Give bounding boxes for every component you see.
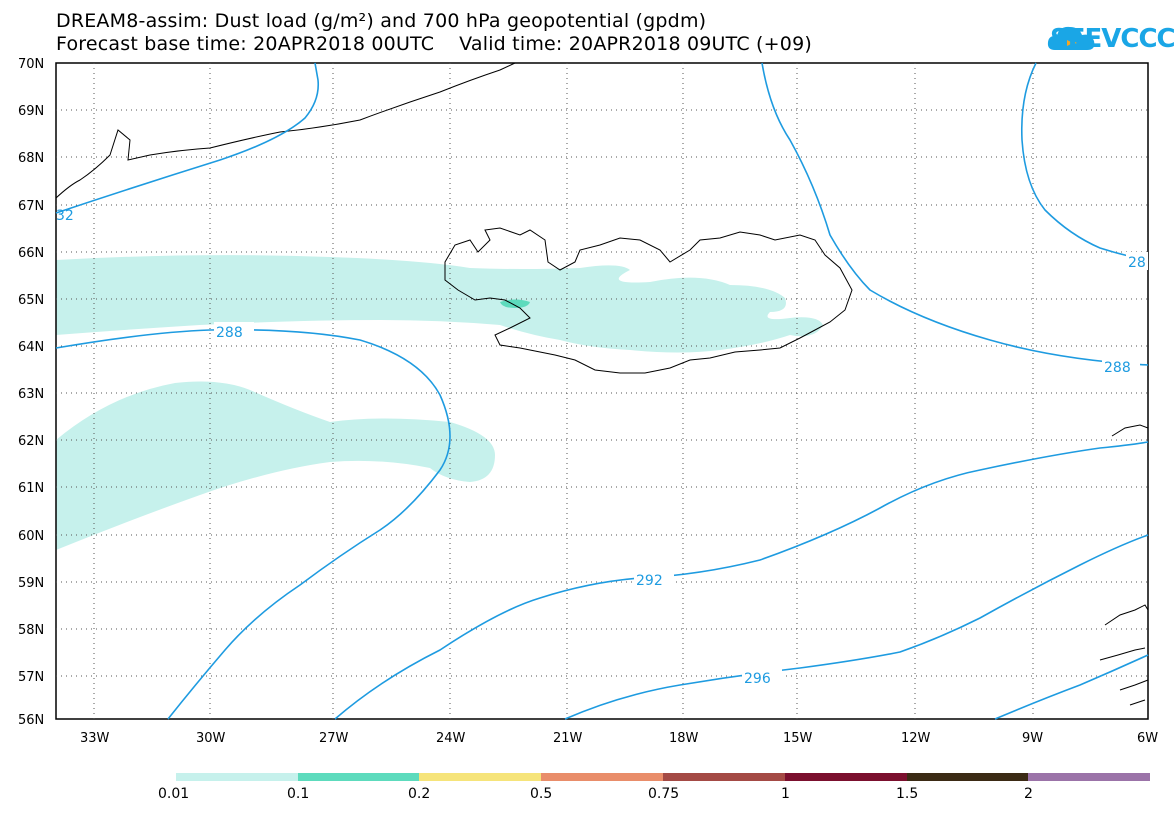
coastlines [55, 62, 1149, 706]
lon-label: 30W [196, 731, 226, 746]
colorbar: 0.01 0.1 0.2 0.5 0.75 1 1.5 2 [158, 773, 1150, 802]
title-line-1: DREAM8-assim: Dust load (g/m²) and 700 h… [56, 10, 707, 32]
contour-label-288-west: 288 [216, 325, 243, 341]
lat-label: 68N [18, 151, 44, 166]
contour-288-east [761, 62, 1149, 366]
lon-label: 9W [1022, 731, 1043, 746]
lon-label: 12W [901, 731, 931, 746]
lat-label: 63N [18, 387, 44, 402]
title-line-2: Forecast base time: 20APR2018 00UTC Vali… [56, 33, 812, 55]
lat-label: 67N [18, 199, 44, 214]
colorbar-label: 0.01 [158, 786, 189, 802]
lat-label: 66N [18, 246, 44, 261]
colorbar-swatch [541, 773, 663, 781]
coast-iceland [444, 227, 853, 374]
colorbar-label: 0.75 [648, 786, 679, 802]
colorbar-swatch [785, 773, 907, 781]
colorbar-swatch [907, 773, 1028, 781]
colorbar-label: 1.5 [896, 786, 918, 802]
lat-label: 58N [18, 623, 44, 638]
colorbar-swatch [663, 773, 785, 781]
contour-300 [994, 654, 1149, 720]
colorbar-label: 0.2 [408, 786, 430, 802]
contour-label-296: 296 [744, 671, 771, 687]
contour-282 [55, 62, 320, 214]
contour-label-288-east: 288 [1104, 360, 1131, 376]
colorbar-swatch [1028, 773, 1150, 781]
colorbar-swatch [419, 773, 541, 781]
lon-label: 15W [783, 731, 813, 746]
coast-scotland [1099, 604, 1149, 706]
dust-plume-south [56, 381, 495, 550]
contour-label-28: 28 [1128, 255, 1146, 271]
dust-plume-north [56, 255, 823, 353]
lat-label: 69N [18, 104, 44, 119]
contour-labels: 288 288 292 296 28 32 [56, 208, 1148, 687]
dust-layer [56, 255, 823, 550]
lon-label: 6W [1137, 731, 1158, 746]
colorbar-label: 0.1 [287, 786, 309, 802]
lat-label: 60N [18, 529, 44, 544]
lat-label: 57N [18, 670, 44, 685]
lon-label: 33W [80, 731, 110, 746]
colorbar-label: 0.5 [530, 786, 552, 802]
latitude-labels: 70N 69N 68N 67N 66N 65N 64N 63N 62N 61N … [18, 57, 44, 728]
lat-label: 61N [18, 481, 44, 496]
colorbar-swatch [298, 773, 419, 781]
coast-greenland [55, 62, 516, 199]
contour-292 [334, 441, 1149, 720]
contour-label-32: 32 [56, 208, 74, 224]
lat-label: 70N [18, 57, 44, 72]
colorbar-label: 1 [781, 786, 790, 802]
lat-label: 59N [18, 576, 44, 591]
lon-label: 18W [669, 731, 699, 746]
contour-label-292: 292 [636, 573, 663, 589]
graticule [56, 63, 1148, 719]
logo-text: SEEVCCC [1050, 24, 1175, 54]
plot-frame [55, 62, 1149, 720]
lon-label: 24W [436, 731, 466, 746]
lat-label: 62N [18, 434, 44, 449]
lat-label: 65N [18, 293, 44, 308]
lat-label: 64N [18, 340, 44, 355]
lon-label: 21W [553, 731, 583, 746]
lat-label: 56N [18, 713, 44, 728]
colorbar-label: 2 [1024, 786, 1033, 802]
contour-296 [564, 534, 1149, 720]
contour-28-ne [1020, 62, 1149, 261]
lon-label: 27W [319, 731, 349, 746]
longitude-labels: 33W 30W 27W 24W 21W 18W 15W 12W 9W 6W [80, 731, 1158, 746]
colorbar-swatch [176, 773, 298, 781]
geopotential-contours [55, 62, 1149, 720]
cloud-icon [1047, 26, 1095, 50]
coast-faroes [1111, 424, 1149, 437]
